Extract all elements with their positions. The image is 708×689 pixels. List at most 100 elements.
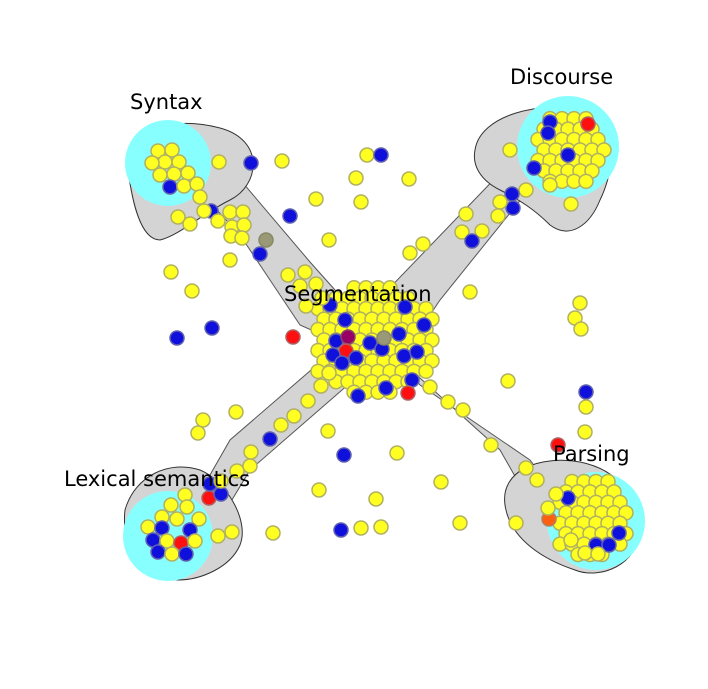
node	[409, 344, 425, 360]
node	[397, 299, 413, 315]
label-syntax: Syntax	[130, 90, 203, 114]
node	[404, 372, 420, 388]
node	[418, 363, 434, 380]
node	[150, 544, 166, 560]
node	[578, 173, 594, 190]
node	[577, 545, 593, 561]
node	[389, 445, 405, 461]
node	[298, 298, 314, 314]
node	[353, 520, 369, 536]
node	[542, 177, 558, 193]
node	[154, 520, 170, 536]
node	[274, 153, 290, 169]
node	[490, 208, 506, 224]
node	[500, 373, 516, 389]
node	[164, 142, 180, 158]
node	[464, 233, 480, 249]
node	[548, 486, 564, 502]
node	[458, 206, 474, 222]
label-discourse: Discourse	[510, 65, 613, 89]
node	[334, 355, 350, 371]
node	[190, 425, 206, 441]
label-lexical-semantics: Lexical semantics	[64, 467, 250, 491]
node	[333, 522, 349, 538]
node	[236, 217, 252, 233]
node	[292, 278, 308, 294]
node	[454, 224, 470, 240]
label-segmentation: Segmentation	[284, 282, 432, 306]
node	[196, 203, 212, 219]
nodes	[140, 110, 634, 563]
node	[350, 388, 366, 404]
node	[340, 329, 356, 345]
node	[508, 515, 524, 531]
node	[191, 511, 207, 527]
node	[401, 171, 417, 187]
node	[285, 329, 301, 345]
node	[178, 546, 194, 562]
node	[258, 232, 274, 248]
node	[440, 394, 456, 410]
node	[518, 182, 534, 198]
node	[252, 246, 268, 262]
node	[400, 385, 416, 401]
node	[378, 380, 394, 396]
node	[166, 166, 182, 182]
node	[229, 463, 245, 479]
node	[210, 213, 226, 229]
node	[578, 399, 594, 415]
node	[282, 208, 298, 224]
node	[550, 437, 566, 453]
node	[213, 473, 229, 489]
node	[234, 230, 250, 246]
node	[265, 525, 281, 541]
node	[163, 497, 179, 513]
node	[502, 142, 518, 158]
node	[433, 474, 449, 490]
node	[192, 189, 208, 205]
node	[162, 179, 178, 195]
node	[169, 330, 185, 346]
node	[474, 223, 490, 239]
node	[373, 519, 389, 535]
node	[308, 276, 324, 292]
node	[222, 252, 238, 268]
node	[348, 170, 364, 186]
node	[320, 423, 336, 439]
node	[204, 320, 220, 336]
node	[313, 378, 329, 394]
node	[391, 326, 407, 342]
node	[526, 160, 542, 176]
node	[140, 519, 156, 535]
node	[540, 125, 556, 141]
node	[321, 365, 337, 381]
node	[235, 204, 251, 220]
node	[462, 284, 478, 300]
node	[505, 200, 521, 216]
node	[337, 312, 353, 328]
label-parsing: Parsing	[553, 442, 630, 466]
node	[580, 116, 596, 132]
node	[540, 500, 556, 516]
node	[402, 245, 418, 261]
node	[169, 511, 185, 527]
node	[280, 267, 296, 283]
node	[529, 472, 545, 488]
node	[483, 437, 499, 453]
node	[228, 404, 244, 420]
node	[577, 424, 593, 440]
node	[422, 379, 438, 395]
node	[195, 412, 211, 428]
node	[262, 431, 278, 447]
node	[348, 350, 364, 366]
node	[163, 264, 179, 280]
node	[455, 402, 471, 418]
node	[300, 393, 316, 409]
node	[359, 147, 375, 163]
node	[164, 546, 180, 562]
node	[573, 321, 589, 337]
node	[373, 147, 389, 163]
node	[368, 491, 384, 507]
node	[362, 335, 378, 351]
